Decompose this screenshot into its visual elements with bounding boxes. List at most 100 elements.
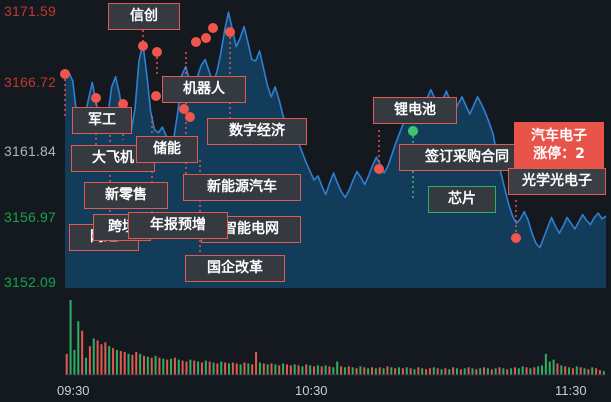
price-marker-dot[interactable] xyxy=(191,37,201,47)
volume-bar xyxy=(398,367,401,375)
volume-bar xyxy=(197,361,200,375)
volume-bar xyxy=(228,363,231,375)
volume-bar xyxy=(243,362,246,375)
y-axis-label: 3156.97 xyxy=(4,209,57,225)
volume-bar xyxy=(571,368,574,375)
volume-bar xyxy=(405,367,408,375)
volume-bar xyxy=(200,362,203,375)
price-marker-dot[interactable] xyxy=(225,27,235,37)
volume-bar xyxy=(255,351,258,375)
callout-xinpian[interactable]: 芯片 xyxy=(428,186,496,213)
volume-bar xyxy=(123,351,126,375)
volume-bar xyxy=(65,353,68,375)
callout-lidianchi[interactable]: 锂电池 xyxy=(373,97,457,124)
callout-xinnengyuan[interactable]: 新能源汽车 xyxy=(183,174,301,201)
price-marker-dot[interactable] xyxy=(408,126,418,136)
volume-bar xyxy=(282,363,285,375)
callout-shuzijingji[interactable]: 数字经济 xyxy=(207,118,307,145)
volume-bar xyxy=(142,355,145,375)
price-marker-dot[interactable] xyxy=(179,104,189,114)
volume-bar xyxy=(533,367,536,375)
volume-bar xyxy=(390,367,393,375)
volume-bar xyxy=(224,362,227,375)
volume-bar xyxy=(506,369,509,375)
volume-bar xyxy=(463,368,466,375)
callout-jungong[interactable]: 军工 xyxy=(72,107,132,134)
volume-bar xyxy=(119,350,122,375)
volume-bar xyxy=(448,369,451,375)
callout-qiandinghetong[interactable]: 签订采购合同 xyxy=(399,144,535,171)
volume-bar xyxy=(467,367,470,375)
callout-guoqigaige[interactable]: 国企改革 xyxy=(185,255,285,282)
volume-bar xyxy=(421,368,424,375)
volume-bar xyxy=(367,368,370,375)
volume-bar xyxy=(305,364,308,375)
price-marker-dot[interactable] xyxy=(152,47,162,57)
y-axis-label: 3161.84 xyxy=(4,143,57,159)
volume-bar xyxy=(436,368,439,375)
volume-bar xyxy=(428,368,431,375)
price-marker-dot[interactable] xyxy=(185,112,195,122)
volume-bar xyxy=(332,367,335,375)
volume-bar xyxy=(355,368,358,375)
volume-bar xyxy=(100,344,103,375)
callout-jiqiren[interactable]: 机器人 xyxy=(162,76,246,103)
price-marker-dot[interactable] xyxy=(208,23,218,33)
volume-bar xyxy=(154,355,157,375)
volume-bar xyxy=(208,361,211,375)
volume-bar xyxy=(270,363,273,375)
volume-bar xyxy=(69,300,72,375)
hot-callout-line2: 涨停：2 xyxy=(533,146,585,163)
hot-callout-line1: 汽车电子 xyxy=(531,128,587,144)
price-marker-dot[interactable] xyxy=(138,41,148,51)
x-axis-label: 11:30 xyxy=(555,383,587,398)
price-marker-dot[interactable] xyxy=(374,164,384,174)
price-marker-dot[interactable] xyxy=(511,233,521,243)
volume-bar xyxy=(374,368,377,375)
price-marker-dot[interactable] xyxy=(60,69,70,79)
volume-bar xyxy=(146,356,149,375)
volume-bar xyxy=(417,367,420,375)
volume-bar xyxy=(602,371,605,375)
volume-bar xyxy=(444,368,447,375)
volume-bar xyxy=(193,360,196,375)
volume-bar xyxy=(278,365,281,375)
volume-bar xyxy=(340,366,343,375)
volume-bar xyxy=(401,368,404,375)
volume-bar xyxy=(513,367,516,375)
volume-bar xyxy=(556,363,559,375)
price-marker-dot[interactable] xyxy=(91,93,101,103)
volume-bar xyxy=(73,350,76,375)
volume-bar xyxy=(301,366,304,375)
volume-bar xyxy=(494,368,497,375)
volume-bar xyxy=(552,359,555,375)
volume-bar xyxy=(328,366,331,375)
callout-nianbaoyuzeng[interactable]: 年报预增 xyxy=(128,212,228,239)
volume-bar xyxy=(490,369,493,375)
volume-bar xyxy=(378,367,381,375)
volume-bar xyxy=(85,357,88,375)
price-marker-dot[interactable] xyxy=(151,91,161,101)
volume-bar xyxy=(452,367,455,375)
volume-bar xyxy=(475,369,478,375)
volume-bar xyxy=(247,363,250,375)
volume-bar xyxy=(336,361,339,375)
volume-bar xyxy=(351,367,354,375)
price-marker-dot[interactable] xyxy=(201,33,211,43)
volume-bar xyxy=(510,368,513,375)
price-marker-dot[interactable] xyxy=(118,99,128,109)
volume-bar xyxy=(220,361,223,375)
volume-bar xyxy=(127,353,130,375)
callout-guangxue[interactable]: 光学光电子 xyxy=(508,168,606,195)
hot-callout-auto-electronics[interactable]: 汽车电子 涨停：2 xyxy=(514,122,604,170)
volume-bar xyxy=(537,366,540,375)
callout-xinlingshou[interactable]: 新零售 xyxy=(84,182,168,209)
volume-bar xyxy=(459,369,462,375)
volume-bar xyxy=(258,362,261,375)
volume-bar xyxy=(115,350,118,375)
callout-chuneng[interactable]: 储能 xyxy=(136,136,198,163)
callout-xinchuang[interactable]: 信创 xyxy=(108,3,180,30)
volume-bar xyxy=(394,368,397,375)
volume-bar xyxy=(177,359,180,375)
